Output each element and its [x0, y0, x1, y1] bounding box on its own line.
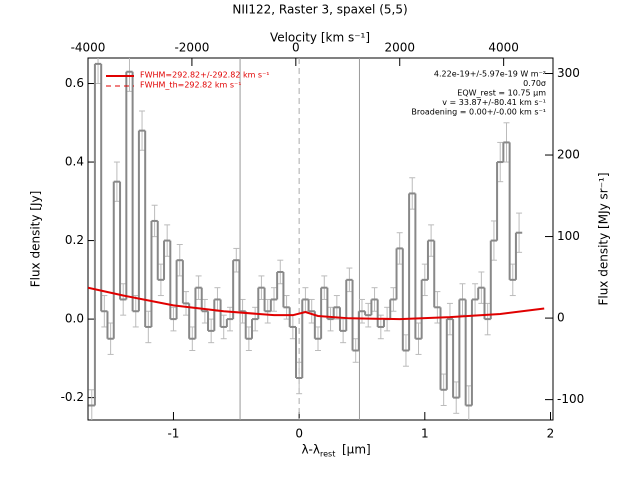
x-tick-label: 1: [421, 427, 429, 441]
y2-axis-label: Flux density [MJy sr⁻¹]: [597, 172, 611, 305]
chart-title: NII122, Raster 3, spaxel (5,5): [232, 3, 407, 17]
y2-tick-label: 300: [557, 66, 580, 80]
annotation: v = 33.87+/-80.41 km s⁻¹: [442, 98, 546, 107]
x-axis-label: λ-λ: [301, 443, 320, 457]
x-axis-label-sub: rest: [320, 450, 335, 459]
x-tick-label: 0: [295, 427, 303, 441]
fit-line: [88, 286, 545, 321]
x-axis-label-unit: [µm]: [342, 443, 371, 457]
y-axis-label: Flux density [Jy]: [29, 191, 43, 288]
legend-label: FWHM_th=292.82 km s⁻¹: [140, 81, 241, 90]
x2-tick-label: 4000: [488, 41, 519, 55]
annotation: Broadening = 0.00+/-0.00 km s⁻¹: [411, 108, 546, 117]
x2-tick-label: 0: [292, 41, 300, 55]
x2-axis-label: Velocity [km s⁻¹]: [270, 31, 370, 45]
x2-tick-label: 2000: [384, 41, 415, 55]
annotation: 4.22e-19+/-5.97e-19 W m⁻²: [434, 70, 546, 79]
x2-tick-label: -4000: [71, 41, 106, 55]
y2-tick-label: -100: [557, 392, 584, 406]
y2-tick-label: 100: [557, 229, 580, 243]
y-tick-label: 0.4: [65, 155, 84, 169]
y-tick-label: -0.2: [61, 390, 84, 404]
y2-tick-label: 200: [557, 148, 580, 162]
x-tick-label: 2: [547, 427, 555, 441]
plot-frame: [87, 57, 554, 421]
y-tick-label: 0.2: [65, 233, 84, 247]
annotation: 0.70σ: [523, 79, 546, 88]
legend-label: FWHM=292.82+/-292.82 km s⁻¹: [140, 71, 270, 80]
y-tick-label: 0.6: [65, 76, 84, 90]
annotation: EQW_rest = 10.75 µm: [457, 89, 546, 98]
x-tick-label: -1: [167, 427, 179, 441]
y2-tick-label: 0: [557, 311, 565, 325]
x2-tick-label: -2000: [174, 41, 209, 55]
y-tick-label: 0.0: [65, 312, 84, 326]
